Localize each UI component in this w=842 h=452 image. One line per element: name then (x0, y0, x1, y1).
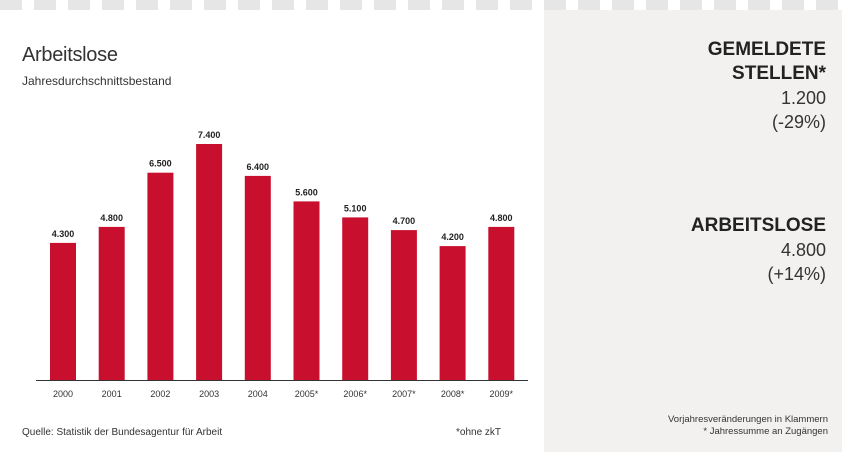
value-label: 4.200 (441, 232, 464, 242)
side-panel (544, 10, 842, 452)
x-tick-label: 2008* (441, 389, 465, 399)
bar-2008 (439, 246, 466, 380)
arbeitslose-label: ARBEITSLOSE (690, 215, 826, 236)
value-label: 4.700 (393, 216, 416, 226)
bar-2000 (50, 242, 76, 380)
x-tick-label: 2002 (150, 389, 170, 399)
chart-footnote: *ohne zkT (456, 427, 502, 438)
value-label-group: 4.300 4.800 6.500 7.400 6.400 5.600 5.100 4.700… (52, 130, 513, 242)
side-note-line2: * Jahressumme an Zugängen (703, 426, 828, 437)
chart-title: Arbeitslose (22, 44, 118, 66)
stellen-label-line2: STELLEN* (732, 63, 826, 84)
tick-label-group: 2000 2001 2002 2003 2004 2005* 2006* 2007* 2008*… (53, 389, 514, 399)
bar-2005 (293, 201, 320, 380)
top-border (0, 0, 842, 10)
side-note-line1: Vorjahresveränderungen in Klammern (667, 414, 828, 425)
arbeitslose-value: 4.800 (780, 240, 826, 260)
bar-2003 (196, 144, 223, 380)
x-tick-label: 2000 (53, 389, 73, 399)
bar-chart: 4.300 4.800 6.500 7.400 6.400 5.600 5.100 4.700… (36, 130, 528, 399)
bar-group (50, 144, 515, 380)
chart-subtitle: Jahresdurchschnittsbestand (22, 74, 172, 88)
value-label: 7.400 (198, 130, 221, 140)
bar-2009 (488, 226, 515, 380)
side-footnote: Vorjahresveränderungen in Klammern * Jah… (668, 414, 828, 438)
x-tick-label: 2009* (490, 389, 514, 399)
x-tick-label: 2005* (295, 389, 319, 399)
chart-source: Quelle: Statistik der Bundesagentur für … (22, 427, 223, 438)
stellen-value: 1.200 (780, 88, 826, 108)
bar-2004 (244, 175, 271, 380)
value-label: 5.100 (344, 203, 367, 213)
gemeldete-stellen-block: GEMELDETE STELLEN* 1.200 (-29%) (708, 38, 826, 134)
value-label: 4.800 (100, 213, 123, 223)
bar-2007 (390, 230, 417, 380)
value-label: 4.800 (490, 213, 513, 223)
value-label: 5.600 (295, 187, 318, 197)
value-label: 6.500 (149, 159, 172, 169)
x-tick-label: 2006* (343, 389, 367, 399)
arbeitslose-block: ARBEITSLOSE 4.800 (+14%) (691, 214, 826, 286)
value-label: 4.300 (52, 229, 75, 239)
x-tick-label: 2004 (248, 389, 268, 399)
bar-2001 (98, 226, 125, 380)
x-tick-label: 2001 (102, 389, 122, 399)
stellen-label-line1: GEMELDETE (707, 39, 826, 60)
bar-2006 (342, 217, 369, 380)
value-label: 6.400 (247, 162, 270, 172)
x-tick-label: 2003 (199, 389, 219, 399)
stellen-change: (-29%) (771, 112, 826, 132)
bar-2002 (147, 172, 174, 380)
arbeitslose-change: (+14%) (767, 264, 826, 284)
x-tick-label: 2007* (392, 389, 416, 399)
